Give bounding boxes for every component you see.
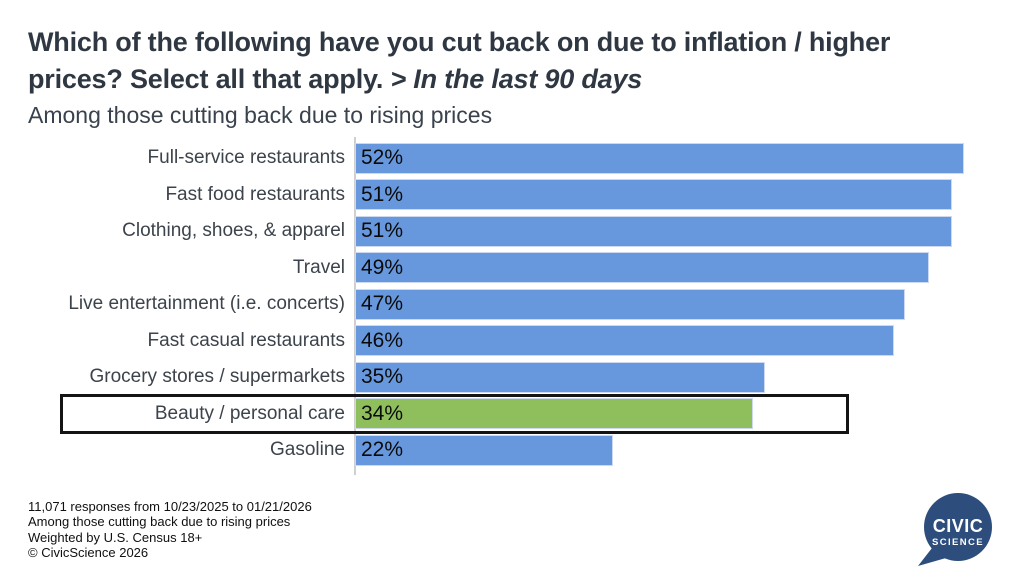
chart-row: Gasoline 22%	[28, 432, 964, 469]
category-label: Grocery stores / supermarkets	[89, 366, 345, 388]
bar-chart: Full-service restaurants 52% Fast food r…	[28, 137, 968, 475]
chart-row: Beauty / personal care 34%	[28, 396, 964, 433]
chart-row: Travel 49%	[28, 250, 964, 287]
chart-title-line2: prices? Select all that apply.	[28, 64, 391, 94]
bar: 49%	[355, 252, 929, 284]
bar: 35%	[355, 361, 765, 393]
category-label: Fast food restaurants	[165, 183, 345, 205]
bar-track: 35%	[355, 359, 964, 396]
bar-track: 46%	[355, 323, 964, 360]
footnote-weighting: Weighted by U.S. Census 18+	[28, 529, 203, 545]
value-label: 35%	[361, 365, 404, 389]
bar: 51%	[355, 179, 953, 211]
logo-text-civic: CIVIC	[933, 516, 984, 536]
bar-track: 47%	[355, 286, 964, 323]
chart-row: Grocery stores / supermarkets 35%	[28, 359, 964, 396]
logo-bubble-circle	[924, 493, 992, 561]
footnote-population: Among those cutting back due to rising p…	[28, 514, 291, 530]
category-label: Gasoline	[270, 439, 345, 461]
value-label: 49%	[361, 255, 404, 279]
bar-track: 51%	[355, 177, 964, 214]
civicscience-logo: CIVIC SCIENCE	[918, 493, 992, 566]
chart-title: Which of the following have you cut back…	[28, 24, 988, 98]
chart-header: Which of the following have you cut back…	[28, 24, 988, 129]
bar: 46%	[355, 325, 894, 357]
category-label: Full-service restaurants	[147, 147, 345, 169]
value-label: 34%	[361, 401, 404, 425]
chart-subtitle: Among those cutting back due to rising p…	[28, 102, 493, 128]
chart-title-line1: Which of the following have you cut back…	[28, 27, 891, 57]
chart-row: Fast food restaurants 51%	[28, 177, 964, 214]
logo-bubble-tail	[918, 548, 946, 566]
chart-row: Clothing, shoes, & apparel 51%	[28, 213, 964, 250]
chart-row: Fast casual restaurants 46%	[28, 323, 964, 360]
value-label: 46%	[361, 328, 404, 352]
bar-track: 49%	[355, 250, 964, 287]
category-label: Fast casual restaurants	[147, 329, 345, 351]
value-label: 51%	[361, 182, 404, 206]
chart-row: Live entertainment (i.e. concerts) 47%	[28, 286, 964, 323]
logo-text-science: SCIENCE	[932, 537, 984, 548]
bar: 52%	[355, 142, 964, 174]
category-label: Beauty / personal care	[154, 402, 345, 424]
category-label: Live entertainment (i.e. concerts)	[68, 293, 345, 315]
bar: 47%	[355, 288, 906, 320]
bar: 34%	[355, 398, 754, 430]
bar: 22%	[355, 434, 613, 466]
footnote-responses: 11,071 responses from 10/23/2025 to 01/2…	[28, 499, 312, 514]
category-label: Clothing, shoes, & apparel	[122, 220, 345, 242]
bar: 51%	[355, 215, 953, 247]
chart-footnotes: 11,071 responses from 10/23/2025 to 01/2…	[28, 499, 312, 560]
value-label: 51%	[361, 219, 404, 243]
bar-track: 22%	[355, 432, 964, 469]
bar-track: 52%	[355, 140, 964, 177]
chart-rows: Full-service restaurants 52% Fast food r…	[28, 140, 964, 469]
value-label: 52%	[361, 146, 404, 170]
footnote-copyright: © CivicScience 2026	[28, 544, 149, 560]
value-label: 47%	[361, 292, 404, 316]
category-label: Travel	[292, 256, 345, 278]
chart-title-qualifier: > In the last 90 days	[390, 64, 643, 94]
chart-row: Full-service restaurants 52%	[28, 140, 964, 177]
bar-track: 51%	[355, 213, 964, 250]
value-label: 22%	[361, 438, 404, 462]
bar-track: 34%	[355, 396, 964, 433]
